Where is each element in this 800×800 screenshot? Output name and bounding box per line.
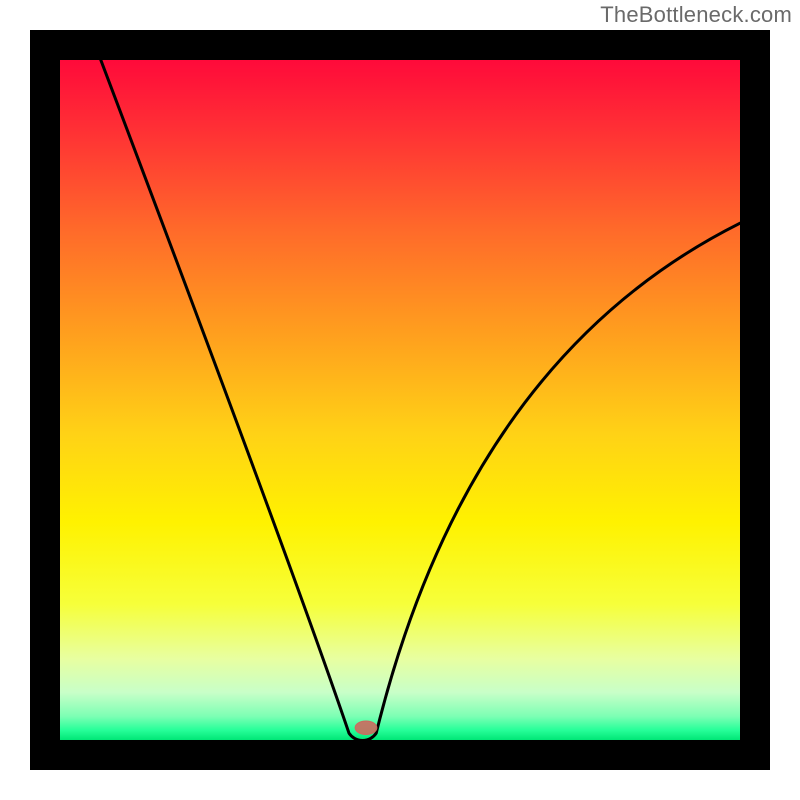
chart-container: TheBottleneck.com bbox=[0, 0, 800, 800]
bottleneck-chart bbox=[0, 0, 800, 800]
optimal-marker bbox=[355, 721, 377, 735]
watermark-text: TheBottleneck.com bbox=[600, 2, 792, 28]
